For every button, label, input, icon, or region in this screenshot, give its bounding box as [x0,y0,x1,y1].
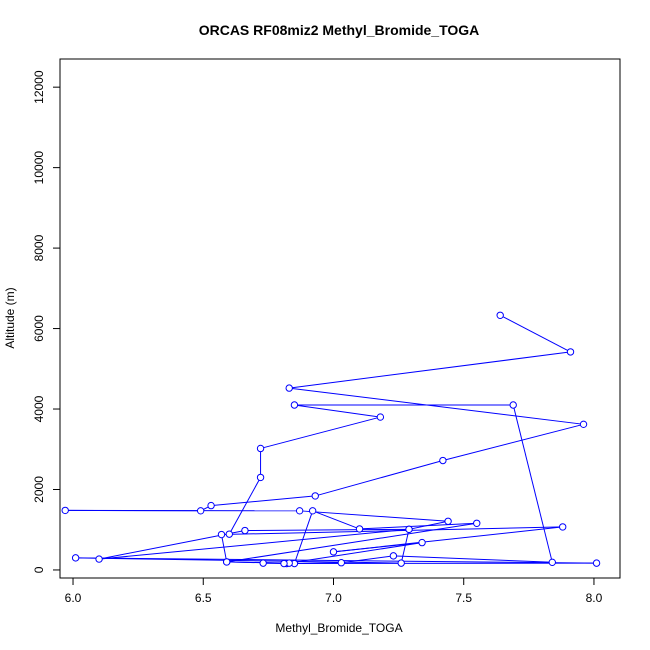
series-line-group [65,314,597,565]
data-point [95,555,103,563]
x-axis: 6.0 6.5 7.0 7.5 8.0 [65,577,603,605]
data-point [71,554,80,562]
y-tick-label: 4000 [32,395,46,422]
data-point [295,507,304,515]
series-segment [221,526,563,536]
series-segment [289,351,571,389]
series-segment [512,404,553,563]
series-segment [286,542,423,565]
series-segment [220,534,228,563]
y-tick-label: 8000 [32,234,46,261]
data-point [337,559,346,567]
series-segment [99,528,410,560]
data-point [222,558,231,566]
series-segment [359,522,477,530]
plot-frame [59,58,621,579]
data-point [548,558,556,567]
data-point [444,517,452,525]
data-point [397,559,405,567]
data-point [308,507,317,515]
data-point [285,384,293,392]
x-tick-label: 8.0 [586,591,603,605]
series-segment [312,510,360,530]
y-tick-label: 6000 [32,315,46,342]
data-point [355,525,364,533]
series-points-group [61,311,601,568]
series-segment [75,557,597,564]
data-point [225,530,234,538]
y-tick-label: 2000 [32,476,46,503]
data-point [241,526,249,535]
y-tick-label: 12000 [32,70,46,104]
series-segment [289,387,584,425]
series-segment [260,416,381,449]
data-point [259,559,267,567]
x-tick-label: 7.5 [455,591,472,605]
x-axis-label: Methyl_Bromide_TOGA [275,621,402,635]
data-point [405,525,413,534]
chart-title: ORCAS RF08miz2 Methyl_Bromide_TOGA [199,22,480,38]
data-point [217,530,226,539]
y-axis-label: Altitude (m) [3,287,17,348]
data-point [592,559,601,567]
data-point [509,401,517,409]
data-point [329,548,338,556]
data-point [558,523,567,531]
series-segment [294,404,381,418]
data-point [389,552,398,560]
series-segment [226,522,477,563]
data-point [196,507,205,515]
series-segment [244,528,410,532]
series-segment [299,510,449,522]
data-point [496,311,504,319]
data-point [473,519,481,527]
x-tick-label: 6.5 [195,591,212,605]
series-segment [315,460,444,497]
series-segment [499,314,571,353]
series-segment [341,555,394,564]
y-axis: 0 2000 4000 6000 8000 10000 12000 [32,70,61,573]
data-point [566,348,575,356]
data-point [439,456,447,465]
data-point [290,401,299,409]
series-segment [442,423,584,462]
data-point [280,559,288,568]
data-point [256,473,265,482]
series-segment [333,526,563,553]
data-point [376,413,385,421]
data-point [256,444,265,453]
series-segment [293,510,314,564]
data-point [579,420,588,429]
series-segment [393,555,553,563]
series-segment [228,477,261,535]
x-tick-label: 7.0 [325,591,342,605]
y-tick-label: 10000 [32,151,46,185]
x-tick-label: 6.0 [65,591,82,605]
data-point [418,538,426,547]
y-tick-label: 0 [32,566,46,573]
data-point [311,492,319,500]
series-segment [211,495,316,507]
series-segment [400,529,410,564]
data-point [61,506,69,515]
data-point [207,501,215,510]
